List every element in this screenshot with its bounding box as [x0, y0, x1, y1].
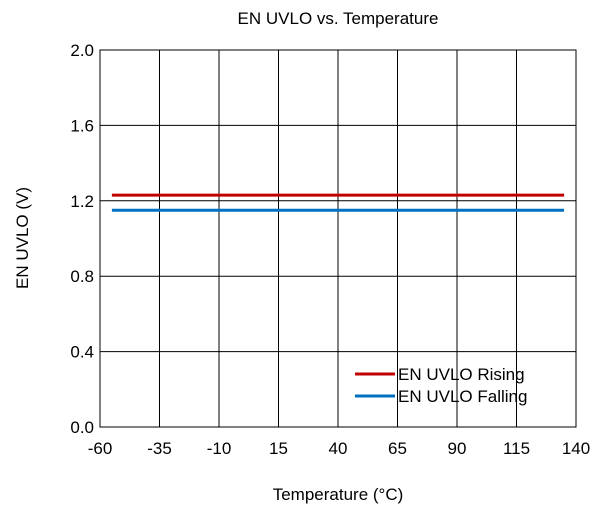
y-tick-label: 0.0: [70, 418, 94, 437]
x-tick-label: -10: [207, 439, 232, 458]
y-axis-title: EN UVLO (V): [13, 187, 32, 289]
x-tick-label: -60: [88, 439, 113, 458]
legend: EN UVLO Rising EN UVLO Falling: [355, 365, 527, 406]
grid: [99, 49, 577, 428]
x-tick-label: 90: [448, 439, 467, 458]
legend-label: EN UVLO Rising: [398, 365, 525, 384]
x-tick-label: -35: [147, 439, 172, 458]
y-tick-label: 1.6: [70, 116, 94, 135]
x-tick-label: 15: [269, 439, 288, 458]
y-tick-label: 0.4: [70, 343, 94, 362]
legend-label: EN UVLO Falling: [398, 387, 527, 406]
x-axis-title: Temperature (°C): [273, 485, 404, 504]
plot-frame: [99, 49, 577, 428]
series-layer: [111, 193, 565, 212]
x-tick-label: 65: [388, 439, 407, 458]
y-tick-label: 1.2: [70, 192, 94, 211]
tick-labels: -60 -35 -10 15 40 65 90 115 140 0.0 0.4 0.8 1.2 1.6 2.…: [70, 41, 590, 458]
x-tick-label: 115: [503, 439, 530, 458]
x-tick-label: 40: [329, 439, 348, 458]
y-tick-label: 2.0: [70, 41, 94, 60]
x-tick-label: 140: [562, 439, 590, 458]
chart-title: EN UVLO vs. Temperature: [238, 9, 439, 28]
y-tick-label: 0.8: [70, 267, 94, 286]
